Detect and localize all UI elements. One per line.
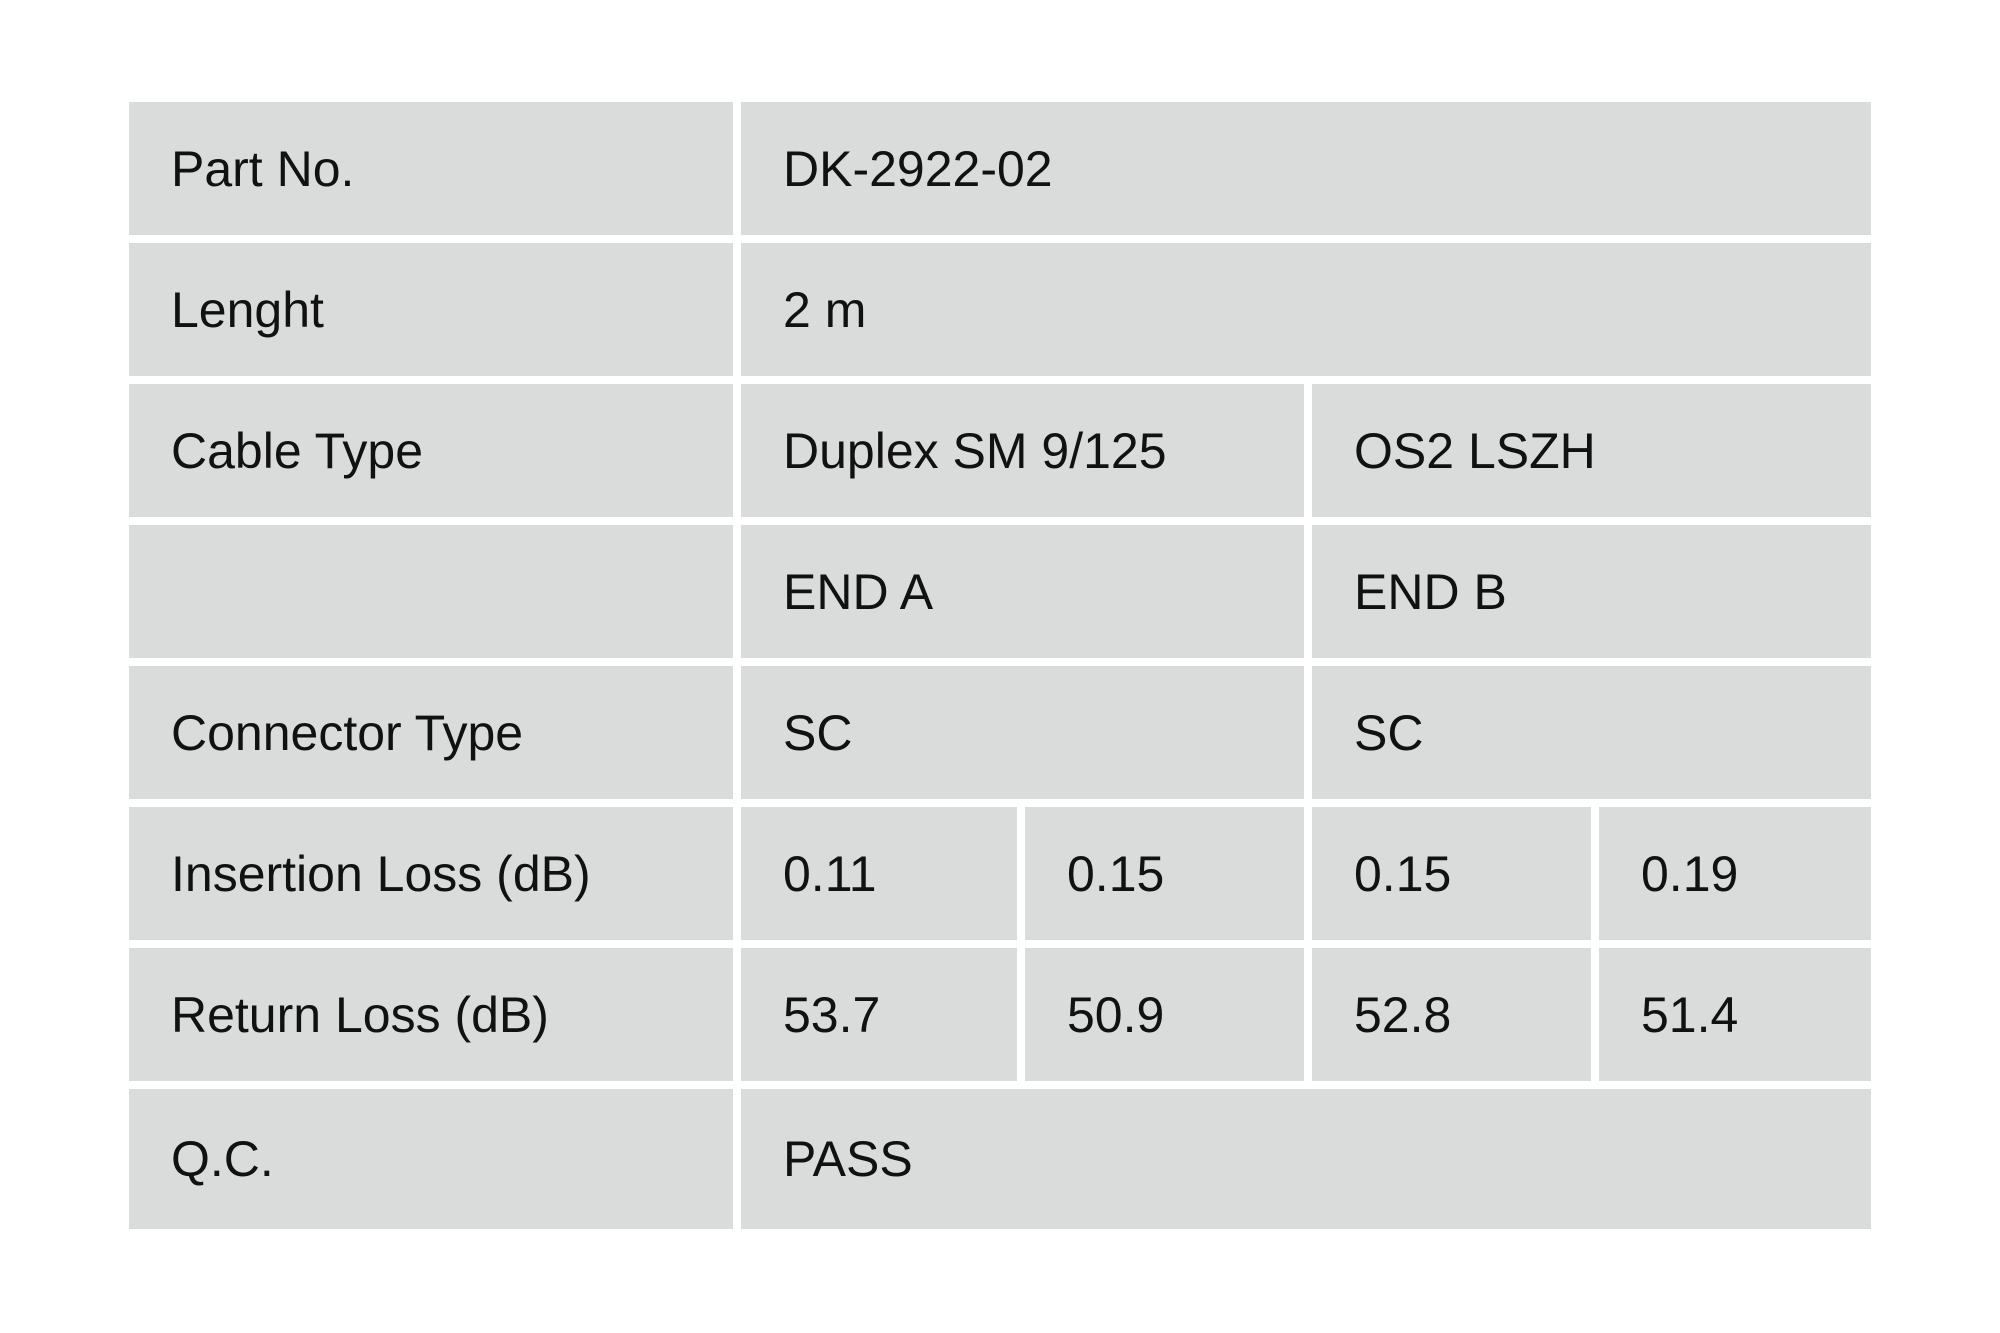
label-qc: Q.C. — [129, 1089, 733, 1229]
value-cable-type-b: OS2 LSZH — [1312, 384, 1871, 517]
label-part-no: Part No. — [129, 102, 733, 235]
label-length: Lenght — [129, 243, 733, 376]
label-return-loss: Return Loss (dB) — [129, 948, 733, 1081]
value-qc: PASS — [741, 1089, 1871, 1229]
insertion-loss-value: 0.15 — [1025, 807, 1304, 940]
value-length: 2 m — [741, 243, 1871, 376]
return-loss-value: 52.8 — [1312, 948, 1591, 1081]
value-part-no: DK-2922-02 — [741, 102, 1871, 235]
value-connector-b: SC — [1312, 666, 1871, 799]
return-loss-value: 53.7 — [741, 948, 1017, 1081]
spec-table: Part No. DK-2922-02 Lenght 2 m Cable Typ… — [129, 102, 1871, 1229]
value-cable-type-a: Duplex SM 9/125 — [741, 384, 1304, 517]
label-connector-type: Connector Type — [129, 666, 733, 799]
return-loss-value: 50.9 — [1025, 948, 1304, 1081]
label-ends — [129, 525, 733, 658]
value-connector-a: SC — [741, 666, 1304, 799]
return-loss-value: 51.4 — [1599, 948, 1871, 1081]
header-end-a: END A — [741, 525, 1304, 658]
label-insertion-loss: Insertion Loss (dB) — [129, 807, 733, 940]
insertion-loss-value: 0.19 — [1599, 807, 1871, 940]
header-end-b: END B — [1312, 525, 1871, 658]
label-cable-type: Cable Type — [129, 384, 733, 517]
insertion-loss-value: 0.11 — [741, 807, 1017, 940]
insertion-loss-value: 0.15 — [1312, 807, 1591, 940]
